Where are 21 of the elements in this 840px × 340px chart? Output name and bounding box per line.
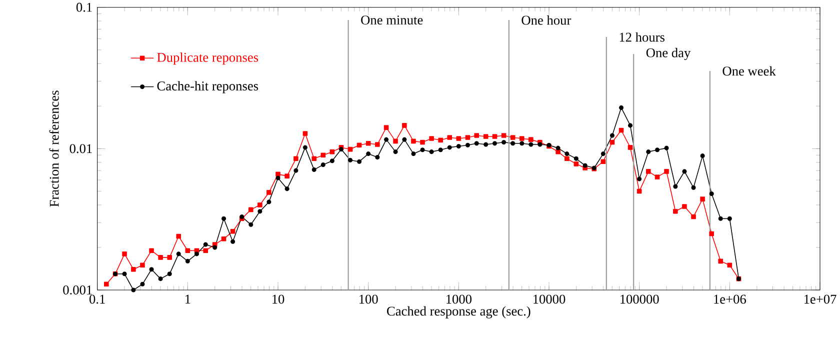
ref-line-label: One week [722,66,776,76]
x-tick-label: 1 [186,294,190,304]
x-tick-label: 1e+07 [804,294,836,304]
ref-line-label: One day [646,48,691,60]
x-tick-label: 1000 [446,294,472,304]
ref-line-label: One minute [361,16,423,25]
x-tick-label: 0.1 [90,294,105,304]
y-tick-label: 0.01 [70,144,92,154]
ref-line-label: One hour [522,15,572,25]
x-tick-label: 100000 [620,294,659,304]
x-tick-label: 100 [360,294,378,304]
ref-line-label: 12 hours [620,32,664,42]
legend-label: Cache-hit reponses [157,81,258,94]
y-tick-label: 0.1 [76,2,92,12]
x-tick-label: 10 [272,294,284,304]
y-tick-label: 0.001 [63,285,92,295]
y-axis-title: Fraction of references [49,90,59,207]
x-tick-label: 10000 [534,294,566,304]
x-tick-label: 1e+06 [714,294,746,304]
legend-label: Duplicate reponses [157,52,258,65]
x-axis-title: Cached response age (sec.) [387,306,530,318]
